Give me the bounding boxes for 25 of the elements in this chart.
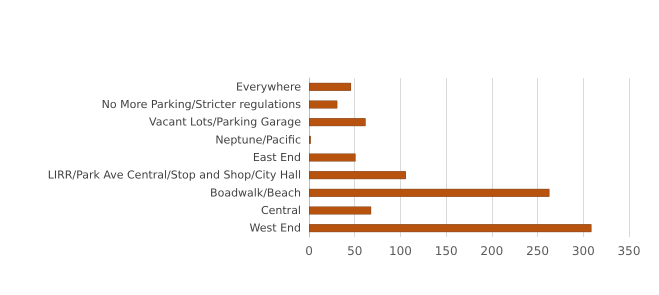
y-tick-label: East End: [252, 151, 301, 164]
y-tick-label: Vacant Lots/Parking Garage: [149, 116, 302, 129]
x-tick-label: 350: [618, 244, 640, 258]
y-tick-label: No More Parking/Stricter regulations: [102, 98, 302, 111]
y-tick-label: Central: [260, 204, 301, 217]
x-tick-label: 100: [388, 244, 412, 258]
bar: [309, 206, 372, 214]
bar: [309, 188, 550, 197]
bar: [309, 171, 406, 180]
bar: [309, 82, 352, 91]
x-tick-label: 200: [480, 244, 504, 258]
y-tick-label: Boadwalk/Beach: [210, 186, 302, 200]
x-tick-label: 300: [572, 244, 595, 258]
y-tick-label: Everywhere: [236, 80, 302, 94]
y-tick-label: Neptune/Pacific: [215, 133, 301, 146]
bar: [309, 100, 338, 108]
y-tick-label: LIRR/Park Ave Central/Stop and Shop/City Hall: [48, 168, 301, 182]
x-tick-label: 250: [526, 244, 550, 258]
x-tick-label: 50: [347, 244, 362, 258]
x-tick-label: 0: [305, 244, 313, 258]
x-tick-label: 150: [434, 244, 458, 258]
bar: [309, 154, 356, 162]
bar: [309, 224, 592, 232]
y-tick-label: West End: [250, 222, 301, 235]
bar: [309, 118, 366, 126]
